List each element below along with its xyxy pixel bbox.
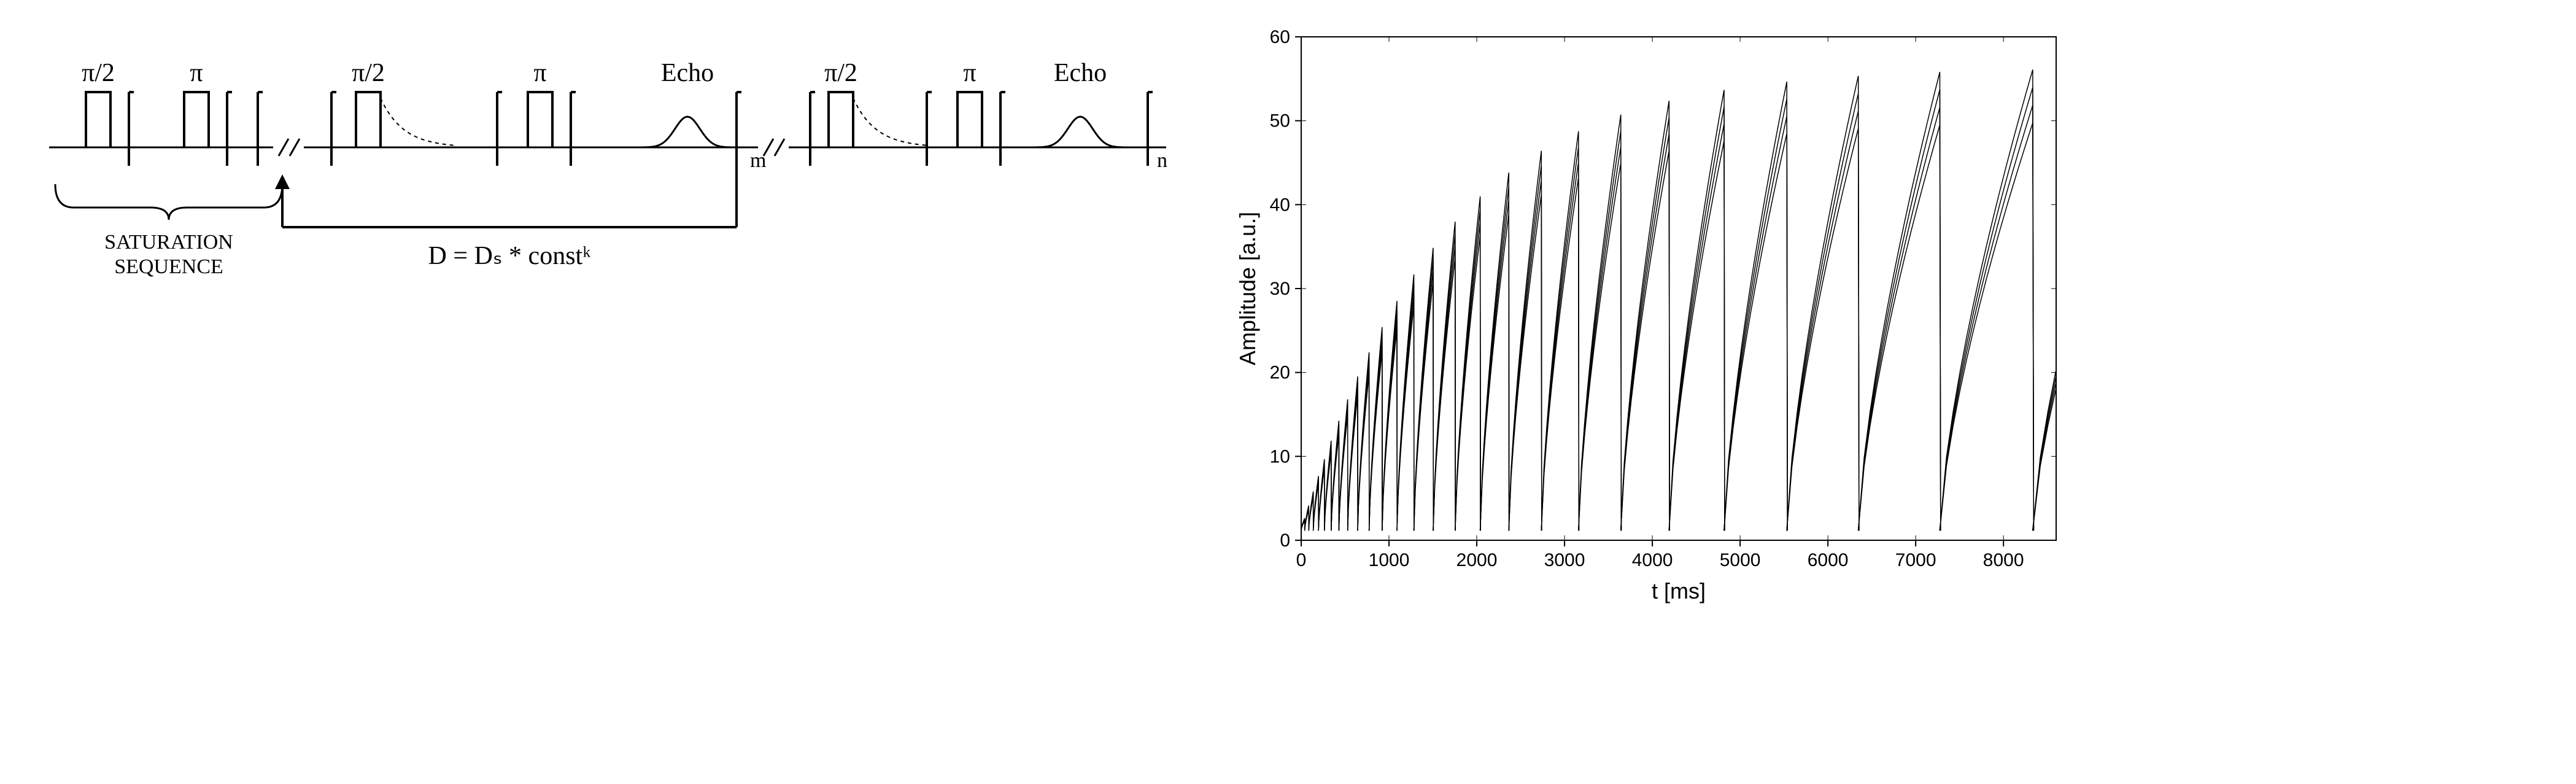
svg-text:0: 0 bbox=[1296, 550, 1307, 570]
svg-text:π/2: π/2 bbox=[82, 59, 115, 87]
svg-text:0: 0 bbox=[1280, 530, 1290, 551]
svg-text:Echo: Echo bbox=[661, 59, 714, 87]
amplitude-chart: 0 10 20 30 40 50 60 0 1000 2000 3000 4000 5000 6000 70… bbox=[1228, 12, 2087, 626]
svg-text:40: 40 bbox=[1270, 195, 1290, 215]
svg-text:20: 20 bbox=[1270, 363, 1290, 383]
pulse-sequence-diagram: π/2 π π/2 π Echo m π/2 π Echo n SATURATIONSEQUENCE… bbox=[12, 12, 1178, 381]
svg-text:4000: 4000 bbox=[1632, 550, 1673, 570]
svg-text:7000: 7000 bbox=[1895, 550, 1936, 570]
svg-text:π: π bbox=[190, 59, 203, 87]
svg-text:6000: 6000 bbox=[1808, 550, 1849, 570]
svg-text:SEQUENCE: SEQUENCE bbox=[114, 255, 223, 278]
svg-text:π/2: π/2 bbox=[824, 59, 857, 87]
svg-text:5000: 5000 bbox=[1720, 550, 1761, 570]
svg-text:SATURATION: SATURATION bbox=[104, 231, 233, 254]
svg-text:π: π bbox=[533, 59, 546, 87]
svg-text:Echo: Echo bbox=[1054, 59, 1107, 87]
svg-text:m: m bbox=[750, 149, 766, 172]
svg-text:Amplitude [a.u.]: Amplitude [a.u.] bbox=[1235, 212, 1260, 365]
svg-text:10: 10 bbox=[1270, 446, 1290, 467]
svg-text:50: 50 bbox=[1270, 111, 1290, 131]
svg-text:3000: 3000 bbox=[1544, 550, 1585, 570]
svg-text:2000: 2000 bbox=[1456, 550, 1498, 570]
svg-text:n: n bbox=[1157, 149, 1167, 172]
svg-text:t [ms]: t [ms] bbox=[1652, 578, 1706, 604]
svg-text:π: π bbox=[963, 59, 976, 87]
svg-text:D = Dₛ * constᵏ: D = Dₛ * constᵏ bbox=[428, 242, 591, 270]
svg-text:60: 60 bbox=[1270, 27, 1290, 47]
svg-text:π/2: π/2 bbox=[352, 59, 385, 87]
svg-text:1000: 1000 bbox=[1369, 550, 1410, 570]
svg-text:30: 30 bbox=[1270, 279, 1290, 299]
svg-text:8000: 8000 bbox=[1983, 550, 2024, 570]
